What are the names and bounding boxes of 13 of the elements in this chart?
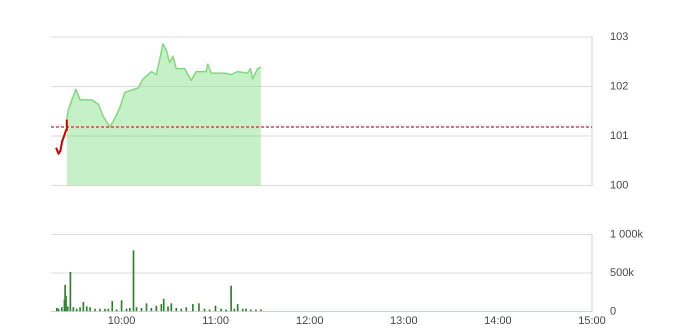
x-tick-label: 12:00 [296,315,324,328]
y-tick-label: 100 [610,179,628,192]
x-tick-label: 13:00 [390,315,418,328]
y-tick-label: 103 [610,31,628,44]
y-tick-label: 500k [610,267,634,280]
y-tick-label: 1 000k [610,228,644,241]
y-tick-label: 101 [610,130,628,142]
y-tick-label: 0 [610,305,616,318]
y-tick-label: 102 [610,80,628,92]
x-tick-label: 14:00 [484,315,512,328]
x-tick-label: 15:00 [578,315,606,328]
x-tick-label: 10:00 [108,315,136,328]
x-tick-label: 11:00 [202,315,230,328]
